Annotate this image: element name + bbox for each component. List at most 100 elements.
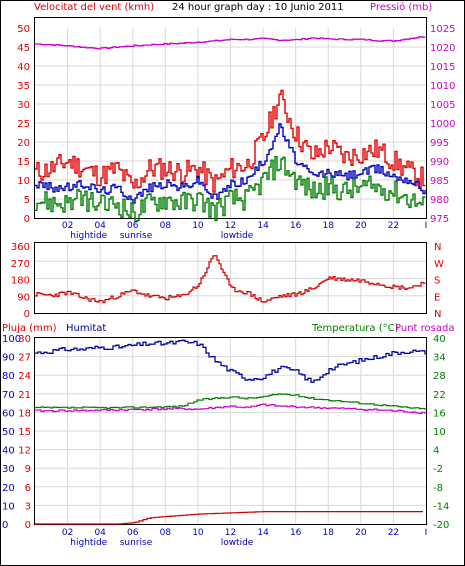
wind-mean-line <box>35 123 426 204</box>
direction-tick-label: 0 <box>24 309 30 320</box>
top-axis-event-hightide: hightide <box>70 231 107 241</box>
pressure-tick-label: 1025 <box>430 24 455 35</box>
temperature-line <box>35 393 426 410</box>
pressure-tick-label: 1020 <box>430 43 455 54</box>
humidity-line <box>35 339 426 383</box>
bottom-axis-event-sunrise: sunrise <box>120 538 153 548</box>
bottom-axis-hour-label: 12 <box>225 528 236 538</box>
humidity-tick-label: 70 <box>2 390 15 401</box>
direction-tick-label: 270 <box>11 259 30 270</box>
pressure-tick-label: 1005 <box>430 100 455 111</box>
rain-tick-label: 9 <box>25 464 31 475</box>
rain-tick-label: 21 <box>18 390 31 401</box>
direction-line <box>35 255 426 304</box>
bottom-axis-hour-label: 18 <box>323 528 335 538</box>
wind-max-line <box>35 89 426 193</box>
temperature-tick-label: 16 <box>433 408 446 419</box>
bottom-axis-hour-label: 04 <box>94 528 106 538</box>
rain-tick-label: 3 <box>25 501 31 512</box>
bottom-axis-hour-label: 06 <box>127 528 139 538</box>
bottom-axis-event-hightide: hightide <box>70 538 107 548</box>
wind-tick-label: 15 <box>17 157 30 168</box>
wind-tick-label: 40 <box>17 62 30 73</box>
pressure-tick-label: 990 <box>430 157 449 168</box>
humidity-tick-label: 40 <box>2 446 15 457</box>
pressure-tick-label: 980 <box>430 195 449 206</box>
temperature-tick-label: 10 <box>433 427 446 438</box>
rain-title: Pluja (mm) <box>2 323 57 334</box>
temperature-tick-label: -20 <box>433 520 449 531</box>
humidity-tick-label: 60 <box>2 408 15 419</box>
wind-tick-label: 45 <box>17 43 30 54</box>
top-axis-hour-label: 18 <box>323 221 335 231</box>
panel-wind-frame <box>34 17 427 219</box>
panel-direction-frame <box>34 242 427 314</box>
humidity-tick-label: 90 <box>2 353 15 364</box>
bottom-axis-end-label: I <box>425 528 428 538</box>
top-axis-end-label: I <box>425 221 428 231</box>
wind-tick-label: 10 <box>17 176 30 187</box>
humidity-tick-label: 0 <box>2 520 8 531</box>
top-axis-hour-label: 14 <box>257 221 269 231</box>
wind-title: Velocitat del vent (kmh) <box>34 2 154 13</box>
rain-tick-label: 0 <box>25 520 31 531</box>
direction-tick-label: 90 <box>17 292 30 303</box>
bottom-axis-hour-label: 08 <box>160 528 172 538</box>
bottom-axis-hour-label: 16 <box>290 528 302 538</box>
panel-rain-frame <box>34 337 427 525</box>
pressure-tick-label: 1015 <box>430 62 455 73</box>
direction-tick-label: 180 <box>11 276 30 287</box>
pressure-title: Pressió (mb) <box>370 1 432 13</box>
top-axis-hour-label: 06 <box>127 221 139 231</box>
pressure-tick-label: 995 <box>430 138 449 149</box>
bottom-axis-hour-label: 22 <box>388 528 399 538</box>
bottom-axis-event-lowtide: lowtide <box>221 538 254 548</box>
rain-line <box>35 511 423 525</box>
top-axis-event-lowtide: lowtide <box>221 231 254 241</box>
direction-compass-label: N <box>434 309 441 320</box>
humidity-tick-label: 80 <box>2 371 15 382</box>
bottom-axis-hour-label: 14 <box>257 528 269 538</box>
rain-tick-label: 6 <box>25 483 31 494</box>
direction-compass-label: E <box>434 292 440 303</box>
wind-tick-label: 5 <box>24 195 30 206</box>
temperature-tick-label: 4 <box>433 446 439 457</box>
rain-tick-label: 30 <box>18 334 31 345</box>
rain-tick-label: 27 <box>18 353 31 364</box>
top-axis-hour-label: 20 <box>355 221 367 231</box>
humidity-title: Humitat <box>66 323 106 334</box>
temperature-title: Temperatura (°C) <box>311 323 399 334</box>
direction-compass-label: N <box>434 242 441 253</box>
wind-tick-label: 0 <box>24 214 30 225</box>
humidity-tick-label: 50 <box>2 427 15 438</box>
top-axis-hour-label: 02 <box>62 221 73 231</box>
top-axis-hour-label: 04 <box>94 221 106 231</box>
rain-tick-label: 18 <box>18 408 31 419</box>
wind-tick-label: 50 <box>17 24 30 35</box>
wind-min-line <box>35 156 426 223</box>
pressure-tick-label: 975 <box>430 214 449 225</box>
top-axis-hour-label: 08 <box>160 221 172 231</box>
direction-compass-label: S <box>434 276 440 287</box>
pressure-tick-label: 1010 <box>430 81 455 92</box>
temperature-tick-label: 28 <box>433 371 446 382</box>
bottom-axis-hour-label: 10 <box>192 528 204 538</box>
temperature-tick-label: 40 <box>433 334 446 345</box>
bottom-axis-hour-label: 20 <box>355 528 367 538</box>
top-axis-event-sunrise: sunrise <box>120 231 153 241</box>
temperature-tick-label: -8 <box>433 483 443 494</box>
humidity-tick-label: 100 <box>2 334 21 345</box>
dewpoint-title: Punt rosada <box>395 323 454 334</box>
temperature-tick-label: 34 <box>433 353 446 364</box>
direction-compass-label: W <box>434 259 444 270</box>
graph-title: 24 hour graph day : 10 Junio 2011 <box>172 2 344 13</box>
temperature-tick-label: -14 <box>433 501 449 512</box>
humidity-tick-label: 20 <box>2 483 15 494</box>
humidity-tick-label: 10 <box>2 501 15 512</box>
pressure-line <box>35 36 426 50</box>
temperature-tick-label: -2 <box>433 464 443 475</box>
top-axis-hour-label: 12 <box>225 221 236 231</box>
dewpoint-line <box>35 403 426 414</box>
